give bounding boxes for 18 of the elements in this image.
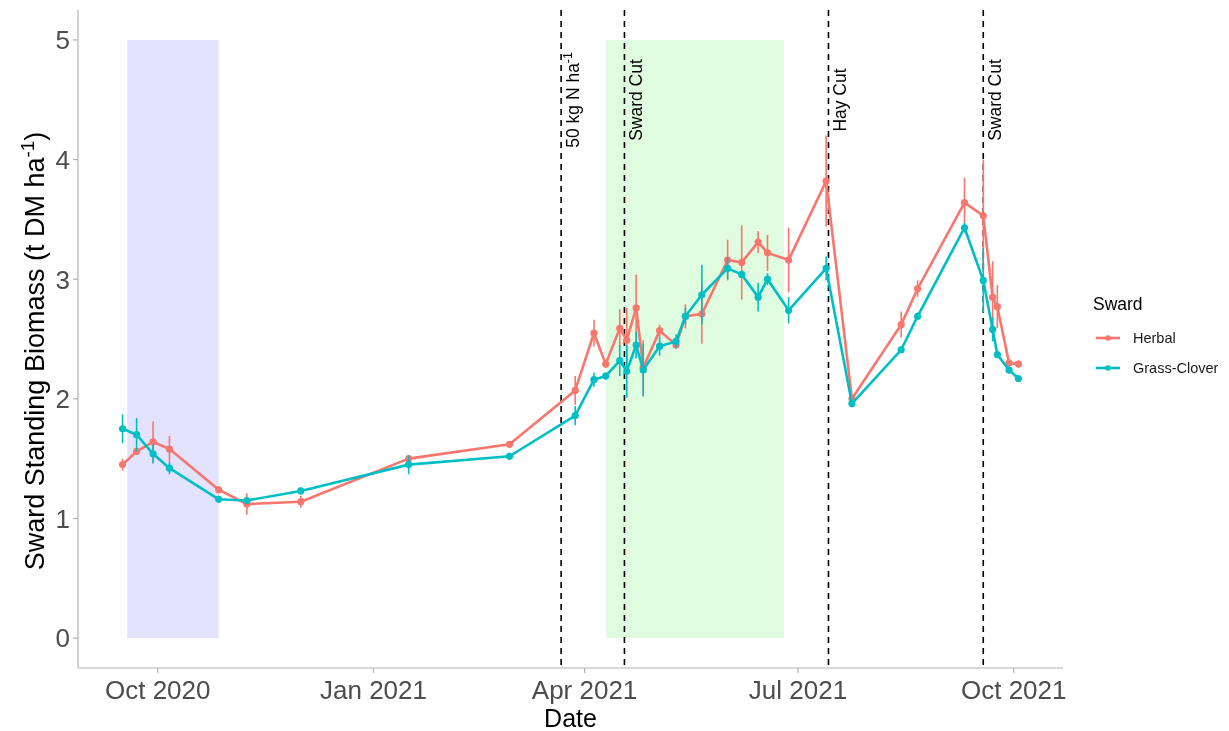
x-tick-label: Jul 2021 bbox=[748, 675, 848, 705]
x-tick-label: Oct 2021 bbox=[960, 675, 1067, 705]
x-axis-title: Date bbox=[544, 704, 597, 731]
legend-label: Herbal bbox=[1133, 330, 1176, 346]
y-tick-label: 3 bbox=[55, 264, 70, 295]
legend-title: Sward bbox=[1093, 294, 1143, 314]
x-tick-label: Oct 2020 bbox=[104, 675, 211, 705]
x-tick-label: Jan 2021 bbox=[320, 675, 427, 705]
ref-line-label: Hay Cut bbox=[830, 68, 851, 132]
y-tick-label: 1 bbox=[55, 503, 70, 534]
y-tick-label: 5 bbox=[55, 25, 70, 56]
legend-label: Grass-Clover bbox=[1133, 360, 1219, 376]
y-tick-label: 2 bbox=[55, 384, 70, 415]
x-tick-label: Apr 2021 bbox=[531, 675, 638, 705]
ref-line-label: Sward Cut bbox=[985, 59, 1006, 141]
y-tick-label: 4 bbox=[55, 144, 70, 175]
y-tick-label: 0 bbox=[55, 623, 70, 654]
ref-line-label: Sward Cut bbox=[626, 59, 647, 141]
